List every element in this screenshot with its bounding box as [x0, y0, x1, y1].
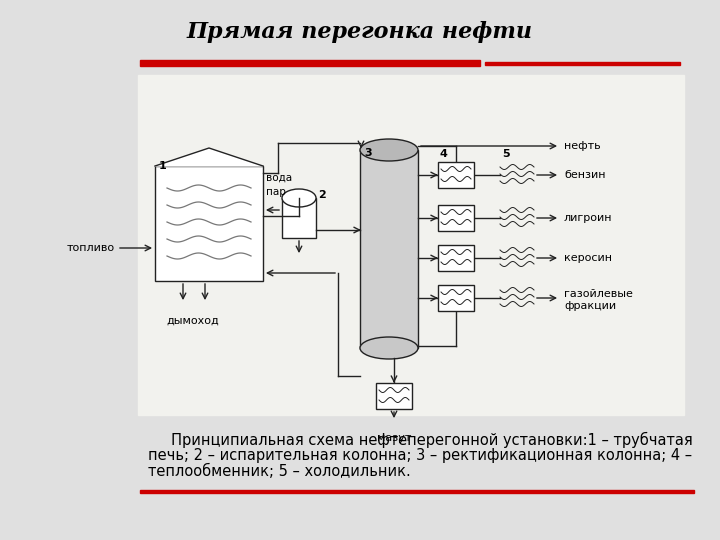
Text: лигроин: лигроин	[564, 213, 613, 223]
Text: керосин: керосин	[564, 253, 612, 263]
Bar	[438, 162, 474, 188]
Text: нефть: нефть	[564, 141, 600, 151]
Text: бензин: бензин	[564, 170, 606, 180]
Text: Прямая перегонка нефти: Прямая перегонка нефти	[187, 21, 533, 43]
Bar	[138, 75, 684, 415]
Text: фракции: фракции	[564, 301, 616, 311]
Text: мазут: мазут	[377, 433, 411, 443]
Text: теплообменник; 5 – холодильник.: теплообменник; 5 – холодильник.	[148, 464, 410, 479]
Ellipse shape	[360, 337, 418, 359]
Bar	[438, 285, 474, 311]
Text: 4: 4	[440, 149, 448, 159]
Text: 3: 3	[364, 148, 372, 158]
Bar	[485, 62, 680, 65]
Text: дымоход: дымоход	[166, 316, 220, 326]
Text: газойлевые: газойлевые	[564, 289, 633, 299]
Ellipse shape	[282, 189, 316, 207]
Text: 1: 1	[159, 161, 167, 171]
Bar	[438, 245, 474, 271]
Bar	[438, 205, 474, 231]
Bar	[360, 150, 418, 348]
Bar	[282, 198, 316, 238]
Ellipse shape	[360, 139, 418, 161]
Text: топливо: топливо	[67, 243, 115, 253]
Polygon shape	[155, 148, 263, 166]
Bar	[140, 60, 480, 66]
Text: 5: 5	[502, 149, 510, 159]
Bar	[140, 490, 694, 493]
Text: вода: вода	[266, 173, 292, 183]
Text: Принципиальная схема нефтеперегонной установки:1 – трубчатая: Принципиальная схема нефтеперегонной уст…	[148, 432, 693, 448]
Bar	[376, 383, 412, 409]
Text: 2: 2	[318, 190, 325, 200]
Text: пар: пар	[266, 187, 286, 197]
Text: печь; 2 – испарительная колонна; 3 – ректификационная колонна; 4 –: печь; 2 – испарительная колонна; 3 – рек…	[148, 448, 692, 463]
Bar	[155, 166, 263, 281]
